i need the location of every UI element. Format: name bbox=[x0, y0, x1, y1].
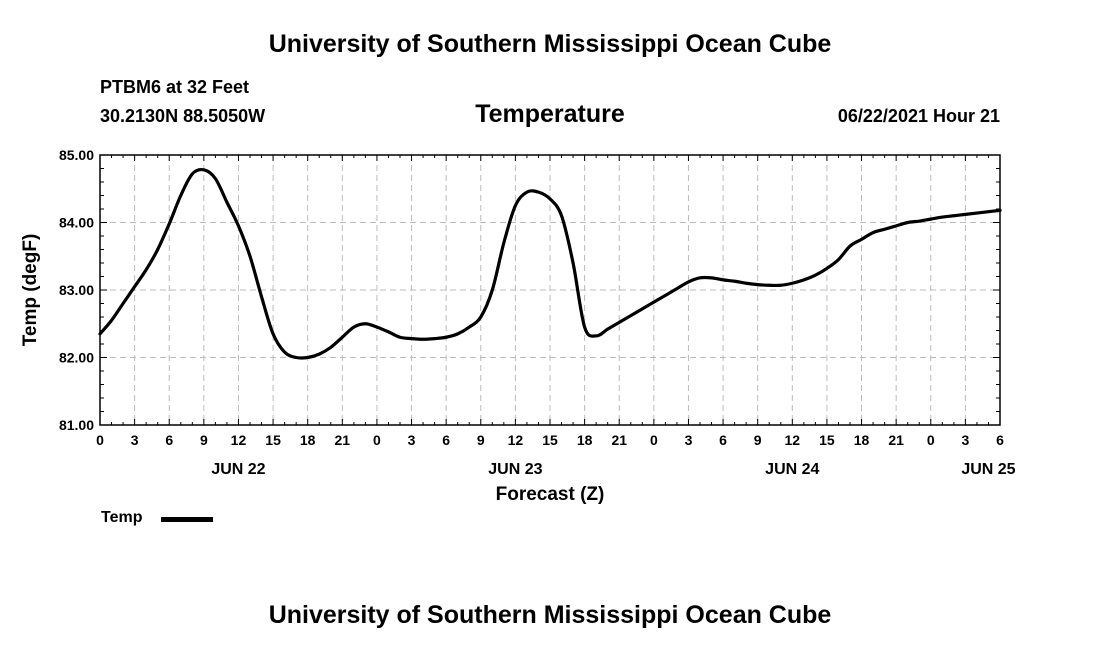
y-axis-label: Temp (degF) bbox=[20, 234, 41, 347]
x-tick-label: 3 bbox=[685, 432, 693, 448]
x-tick-label: 9 bbox=[200, 432, 208, 448]
x-tick-label: 3 bbox=[408, 432, 416, 448]
x-tick-label: 15 bbox=[265, 432, 281, 448]
x-tick-label: 18 bbox=[854, 432, 870, 448]
date-label: JUN 23 bbox=[488, 461, 542, 478]
x-tick-label: 6 bbox=[996, 432, 1004, 448]
chart-title: Temperature bbox=[475, 100, 625, 128]
x-axis-label: Forecast (Z) bbox=[496, 484, 605, 505]
x-tick-label: 3 bbox=[131, 432, 139, 448]
x-tick-label: 12 bbox=[508, 432, 524, 448]
y-tick-label: 85.00 bbox=[59, 147, 94, 163]
legend-label: Temp bbox=[101, 509, 143, 526]
x-tick-label: 15 bbox=[542, 432, 558, 448]
chart-series bbox=[98, 167, 1002, 360]
date-label: JUN 25 bbox=[961, 461, 1015, 478]
x-tick-label: 0 bbox=[927, 432, 935, 448]
date-label: JUN 22 bbox=[211, 461, 265, 478]
series-line-temp bbox=[98, 167, 1002, 360]
y-tick-label: 84.00 bbox=[59, 215, 94, 231]
date-label: JUN 24 bbox=[765, 461, 819, 478]
x-tick-label: 18 bbox=[577, 432, 593, 448]
y-tick-label: 81.00 bbox=[59, 417, 94, 433]
x-tick-label: 21 bbox=[611, 432, 627, 448]
x-tick-label: 0 bbox=[650, 432, 658, 448]
x-tick-label: 0 bbox=[96, 432, 104, 448]
y-tick-label: 83.00 bbox=[59, 282, 94, 298]
legend-swatch bbox=[161, 517, 213, 522]
x-tick-label: 12 bbox=[785, 432, 801, 448]
x-tick-label: 21 bbox=[335, 432, 351, 448]
x-tick-label: 18 bbox=[300, 432, 316, 448]
bottom-title: University of Southern Mississippi Ocean… bbox=[268, 601, 832, 629]
y-tick-label: 82.00 bbox=[59, 350, 94, 366]
chart-ticks: 0 3 6 9 12 15 18 21 0 3 6 9 12 15 18 21 0 3 6 9 12 15 18 21 0 3 6 J… bbox=[59, 147, 1016, 478]
x-tick-label: 9 bbox=[477, 432, 485, 448]
x-tick-label: 6 bbox=[442, 432, 450, 448]
chart-grid bbox=[100, 155, 1000, 425]
x-tick-label: 0 bbox=[373, 432, 381, 448]
x-tick-label: 21 bbox=[888, 432, 904, 448]
x-tick-label: 9 bbox=[754, 432, 762, 448]
location-label: 30.2130N 88.5050W bbox=[100, 106, 266, 126]
top-title: University of Southern Mississippi Ocean… bbox=[268, 30, 832, 58]
station-label: PTBM6 at 32 Feet bbox=[100, 77, 250, 97]
datetime-label: 06/22/2021 Hour 21 bbox=[837, 106, 1000, 126]
x-tick-label: 6 bbox=[719, 432, 727, 448]
x-tick-label: 15 bbox=[819, 432, 835, 448]
x-tick-label: 12 bbox=[231, 432, 247, 448]
x-tick-label: 6 bbox=[165, 432, 173, 448]
x-tick-label: 3 bbox=[961, 432, 969, 448]
